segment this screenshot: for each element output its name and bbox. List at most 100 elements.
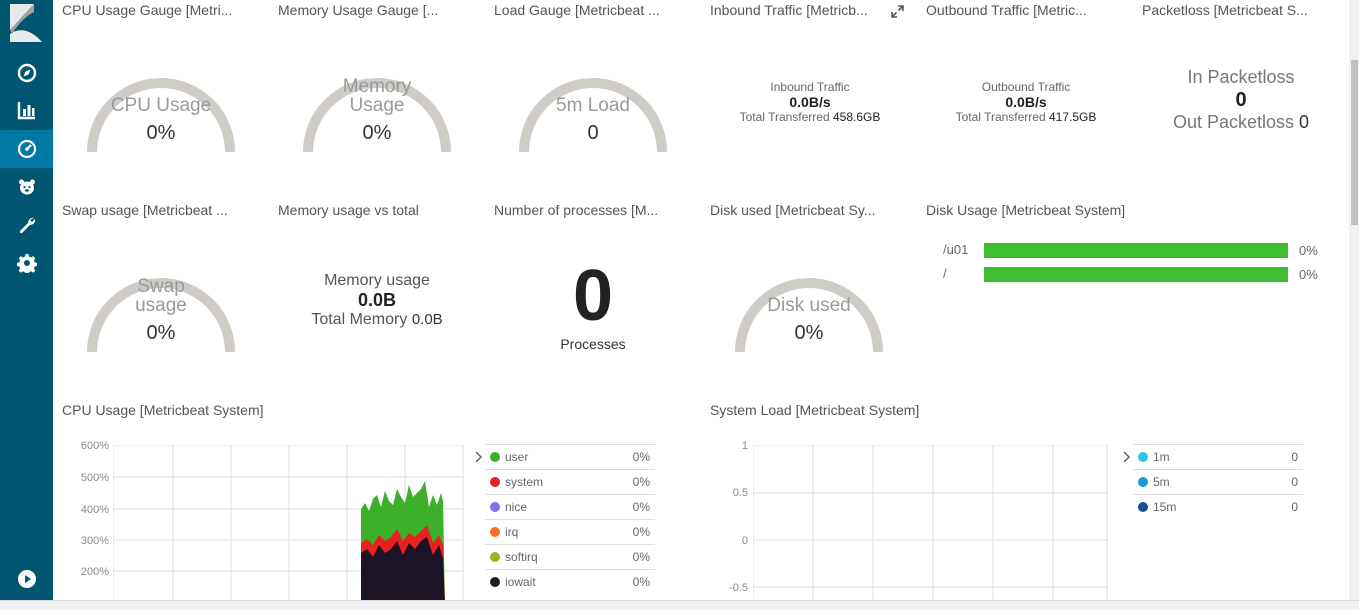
legend-color-dot (1138, 452, 1148, 462)
scrollbar-thumb[interactable] (1351, 60, 1358, 225)
legend-label: irq (505, 525, 519, 539)
gauge-value: 0% (146, 122, 176, 144)
series-iowait-area (361, 537, 445, 600)
panel-title-load-gauge[interactable]: Load Gauge [Metricbeat ... (494, 2, 660, 18)
bar-chart-icon (17, 102, 35, 120)
panel-title-disk-used[interactable]: Disk used [Metricbeat Sy... (710, 202, 876, 218)
gauge-label: Usage (349, 95, 405, 116)
legend-label: user (505, 450, 529, 464)
gauge-label: Disk used (767, 295, 851, 316)
legend-label: 5m (1153, 475, 1170, 489)
gear-icon (16, 254, 37, 273)
legend-value: 0% (632, 550, 650, 564)
y-tick-label: 0 (741, 535, 748, 547)
dashboard-canvas: CPU Usage Gauge [Metri... CPU Usage 0% M… (53, 0, 1349, 600)
legend-value: 0% (632, 500, 650, 514)
disk-usage-value: 0% (1299, 267, 1318, 282)
in-packetloss-value: 0 (1235, 89, 1247, 111)
legend-label: system (505, 475, 544, 489)
nav-timelion[interactable] (0, 168, 53, 206)
panel-title-cpu-usage[interactable]: CPU Usage [Metricbeat System] (62, 402, 264, 418)
wrench-icon (19, 217, 35, 234)
gauge-arc (303, 78, 451, 153)
nav-visualize[interactable] (0, 91, 53, 129)
panel-title-cpu-gauge[interactable]: CPU Usage Gauge [Metri... (62, 2, 233, 18)
in-packetloss-label: In Packetloss (1187, 67, 1295, 87)
y-tick-label: 300% (80, 535, 109, 547)
gauge-arc (735, 278, 883, 353)
legend-toggle-chevron-icon[interactable] (474, 451, 484, 463)
metric-total-value: 417.5GB (1049, 110, 1097, 124)
legend-value: 0 (1291, 450, 1298, 464)
system-load-chart[interactable] (753, 445, 1113, 600)
gauge-label: CPU Usage (110, 95, 212, 116)
vertical-scrollbar[interactable] (1349, 0, 1359, 600)
metric-value: 0.0B (357, 290, 397, 310)
gauge-icon (17, 139, 36, 159)
legend-item[interactable]: 15m 0 (1133, 494, 1303, 519)
legend-item[interactable]: nice 0% (485, 494, 655, 519)
sidebar (0, 0, 53, 610)
legend-item[interactable]: iowait 0% (485, 569, 655, 594)
disk-usage-bar (984, 267, 1288, 282)
disk-mount-label: / (943, 266, 947, 281)
panel-title-memory-vs-total[interactable]: Memory usage vs total (278, 202, 419, 218)
out-packetloss-label: Out Packetloss (1172, 112, 1295, 132)
legend-item[interactable]: irq 0% (485, 519, 655, 544)
fullscreen-icon[interactable] (891, 5, 904, 18)
nav-management[interactable] (0, 244, 53, 282)
metric-label: Inbound Traffic (770, 80, 850, 94)
gauge-value: 0 (587, 122, 599, 144)
nav-discover[interactable] (0, 54, 53, 92)
memory-usage-gauge: Memory Usage 0% (297, 48, 457, 168)
gauge-arc (519, 78, 667, 153)
nav-devtools[interactable] (0, 206, 53, 244)
out-packetloss-value: 0 (1299, 112, 1310, 132)
panel-title-swap-gauge[interactable]: Swap usage [Metricbeat ... (62, 202, 228, 218)
cpu-usage-gauge: CPU Usage 0% (81, 48, 241, 168)
disk-usage-value: 0% (1299, 243, 1318, 258)
total-memory-label: Total Memory (311, 311, 408, 328)
legend-color-dot (490, 477, 500, 487)
legend-item[interactable]: user 0% (485, 444, 655, 469)
nav-collapse[interactable] (0, 560, 53, 598)
legend-color-dot (490, 577, 500, 587)
y-tick-label: 1 (741, 440, 748, 452)
panel-title-disk-usage[interactable]: Disk Usage [Metricbeat System] (926, 202, 1126, 218)
gauge-arc (87, 278, 235, 353)
disk-used-gauge: Disk used 0% (729, 248, 889, 368)
panel-title-processes[interactable]: Number of processes [M... (494, 202, 659, 218)
legend-item[interactable]: 5m 0 (1133, 469, 1303, 494)
legend-item[interactable]: 1m 0 (1133, 444, 1303, 469)
cpu-usage-chart[interactable] (113, 445, 473, 600)
panel-title-packetloss[interactable]: Packetloss [Metricbeat S... (1142, 2, 1308, 18)
panel-title-system-load[interactable]: System Load [Metricbeat System] (710, 402, 920, 418)
legend-label: softirq (505, 550, 538, 564)
legend-color-dot (490, 527, 500, 537)
panel-title-inbound[interactable]: Inbound Traffic [Metricb... (710, 2, 868, 18)
legend-value: 0% (632, 575, 650, 589)
legend-label: iowait (505, 575, 536, 589)
legend-label: 15m (1153, 500, 1177, 514)
legend-toggle-chevron-icon[interactable] (1122, 451, 1132, 463)
nav-dashboard[interactable] (0, 130, 53, 168)
metric-total-value: 458.6GB (833, 110, 881, 124)
metric-label: Memory usage (324, 272, 430, 289)
legend-color-dot (490, 502, 500, 512)
gauge-value: 0% (794, 322, 824, 344)
legend-item[interactable]: softirq 0% (485, 544, 655, 569)
panel-title-outbound[interactable]: Outbound Traffic [Metric... (926, 2, 1087, 18)
processes-metric: 0 Processes (494, 256, 692, 352)
disk-usage-bar (984, 243, 1288, 258)
legend-item[interactable]: system 0% (485, 469, 655, 494)
processes-value: 0 (572, 256, 614, 336)
legend-color-dot (490, 552, 500, 562)
y-tick-label: -0.5 (729, 582, 748, 594)
play-circle-icon (17, 570, 36, 588)
gauge-label: 5m Load (556, 95, 630, 116)
bear-icon (18, 179, 35, 195)
panel-title-memory-gauge[interactable]: Memory Usage Gauge [... (278, 2, 439, 18)
kibana-logo[interactable] (8, 2, 44, 42)
gauge-arc (87, 78, 235, 153)
y-tick-label: 600% (80, 440, 109, 452)
